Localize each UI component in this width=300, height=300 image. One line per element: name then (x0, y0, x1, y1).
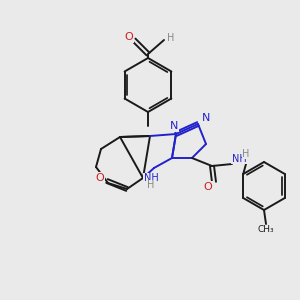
Text: NH: NH (232, 154, 246, 164)
Text: O: O (96, 173, 104, 183)
Text: N: N (202, 113, 210, 123)
Text: N: N (170, 121, 178, 131)
Text: NH: NH (144, 173, 158, 183)
Text: H: H (242, 149, 250, 159)
Text: O: O (124, 32, 134, 42)
Text: O: O (204, 182, 212, 192)
Text: H: H (147, 180, 155, 190)
Text: H: H (167, 33, 175, 43)
Text: CH₃: CH₃ (258, 226, 274, 235)
